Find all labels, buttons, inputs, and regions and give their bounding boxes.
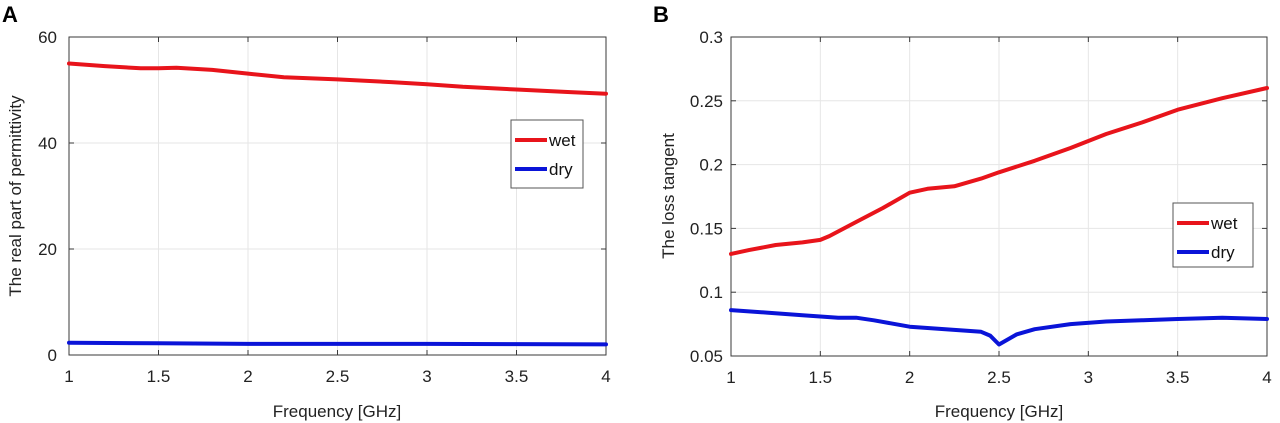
- panel-a-xtick-label: 2: [243, 367, 252, 386]
- panel-a-xtick-label: 2.5: [326, 367, 350, 386]
- panel-a-xtick-label: 1: [64, 367, 73, 386]
- panel-a-xlabel: Frequency [GHz]: [273, 402, 402, 421]
- panel-a-legend: wet dry: [510, 119, 584, 189]
- panel-b-xtick-label: 2: [905, 368, 914, 387]
- panel-a-xtick-label: 4: [601, 367, 610, 386]
- panel-b-xtick-label: 4: [1262, 368, 1271, 387]
- panel-a-ytick-label: 0: [48, 346, 57, 365]
- panel-b-ytick-label: 0.2: [699, 156, 723, 175]
- panel-b-series-wet: [729, 86, 1269, 256]
- panel-b-label: B: [653, 2, 669, 27]
- panel-b-xlabel: Frequency [GHz]: [935, 402, 1064, 421]
- panel-b-legend-label-dry: dry: [1211, 243, 1235, 262]
- panel-b-xtick-label: 1.5: [809, 368, 833, 387]
- panel-b-plot: 1 1.5 2 2.5 3 3.5 4 0.05 0.1 0.15 0.2 0.25 0.3 wet dry: [690, 28, 1272, 387]
- panel-a-xtick-label: 1.5: [147, 367, 171, 386]
- panel-b-legend-box: [1172, 202, 1254, 268]
- panel-b-xtick-label: 1: [726, 368, 735, 387]
- panel-b-legend-label-wet: wet: [1210, 214, 1238, 233]
- panel-a-ytick-label: 60: [38, 28, 57, 47]
- panel-b-legend: wet dry: [1172, 202, 1254, 268]
- panel-b-xtick-label: 3: [1084, 368, 1093, 387]
- panel-b-xtick-label: 2.5: [987, 368, 1011, 387]
- panel-a-legend-box: [510, 119, 584, 189]
- panel-b-ytick-label: 0.1: [699, 283, 723, 302]
- panel-a-xtick-label: 3.5: [505, 367, 529, 386]
- panel-a-ytick-label: 40: [38, 134, 57, 153]
- panel-a-series-dry: [67, 340, 608, 347]
- panel-b-ytick-label: 0.3: [699, 28, 723, 47]
- panel-b-ytick-label: 0.15: [690, 219, 723, 238]
- panel-a-xtick-label: 3: [422, 367, 431, 386]
- panel-a-ylabel: The real part of permittivity: [6, 95, 25, 297]
- panel-a-legend-label-wet: wet: [548, 131, 576, 150]
- panel-b-series-dry: [729, 308, 1269, 347]
- panel-a-label: A: [2, 2, 18, 27]
- panel-a-series-wet: [67, 61, 608, 96]
- panel-a-legend-label-dry: dry: [549, 160, 573, 179]
- panel-a-ytick-label: 20: [38, 240, 57, 259]
- panel-b-ytick-label: 0.25: [690, 92, 723, 111]
- panel-b-ytick-label: 0.05: [690, 347, 723, 366]
- panel-b-xtick-label: 3.5: [1166, 368, 1190, 387]
- panel-b-ylabel: The loss tangent: [659, 133, 678, 259]
